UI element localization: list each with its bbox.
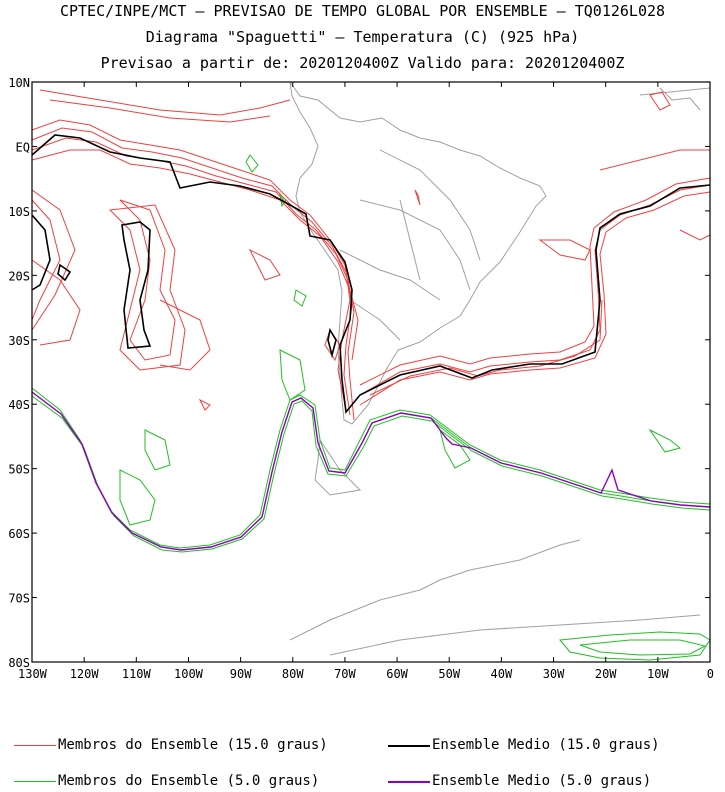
legend-label: Ensemble Medio (15.0 graus) <box>432 737 660 753</box>
lon-tick-label: 40W <box>491 667 513 681</box>
legend-label: Membros do Ensemble (5.0 graus) <box>58 773 320 789</box>
lon-tick-label: 0 <box>707 667 714 681</box>
mean-5-contour <box>31 391 711 551</box>
lon-tick-label: 80W <box>282 667 304 681</box>
lon-tick-label: 120W <box>70 667 100 681</box>
axis-ticks <box>31 81 711 663</box>
lon-tick-label: 30W <box>543 667 565 681</box>
lat-tick-label: 50S <box>8 463 30 477</box>
legend-swatch-black <box>388 745 430 747</box>
legend-label: Membros do Ensemble (15.0 graus) <box>58 737 328 753</box>
title-line-3: Previsao a partir de: 2020120400Z Valido… <box>100 54 625 72</box>
legend-swatch-purple <box>388 781 430 783</box>
lat-tick-label: 30S <box>8 334 30 348</box>
members-15-contours <box>31 89 711 421</box>
lon-tick-label: 20W <box>595 667 617 681</box>
lat-tick-label: 10N <box>8 76 30 90</box>
map-frame <box>31 81 711 663</box>
lon-tick-label: 70W <box>334 667 356 681</box>
latitude-labels: 10N EQ 10S 20S 30S 40S 50S 60S 70S 80S <box>8 76 30 670</box>
lat-tick-label: 60S <box>8 527 30 541</box>
longitude-labels: 130W 120W 110W 100W 90W 80W 70W 60W 50W 40W 30W 20W… <box>18 667 714 681</box>
lat-tick-label: EQ <box>16 140 30 154</box>
title-line-2: Diagrama "Spaguetti" – Temperatura (C) (… <box>145 28 580 46</box>
mean-15-contour <box>31 134 711 414</box>
lon-tick-label: 90W <box>230 667 252 681</box>
lat-tick-label: 80S <box>8 656 30 670</box>
lon-tick-label: 110W <box>122 667 152 681</box>
coastlines <box>289 81 711 656</box>
legend-label: Ensemble Medio (5.0 graus) <box>432 773 652 789</box>
lon-tick-label: 60W <box>386 667 408 681</box>
title-line-1: CPTEC/INPE/MCT – PREVISAO DE TEMPO GLOBA… <box>59 2 666 20</box>
lat-tick-label: 20S <box>8 269 30 283</box>
legend-swatch-green <box>14 781 56 782</box>
lon-tick-label: 50W <box>438 667 460 681</box>
lat-tick-label: 10S <box>8 205 30 219</box>
legend-swatch-red <box>14 745 56 746</box>
lat-tick-label: 70S <box>8 592 30 606</box>
lon-tick-label: 10W <box>647 667 669 681</box>
lon-tick-label: 130W <box>18 667 48 681</box>
lon-tick-label: 100W <box>174 667 204 681</box>
lat-tick-label: 40S <box>8 398 30 412</box>
